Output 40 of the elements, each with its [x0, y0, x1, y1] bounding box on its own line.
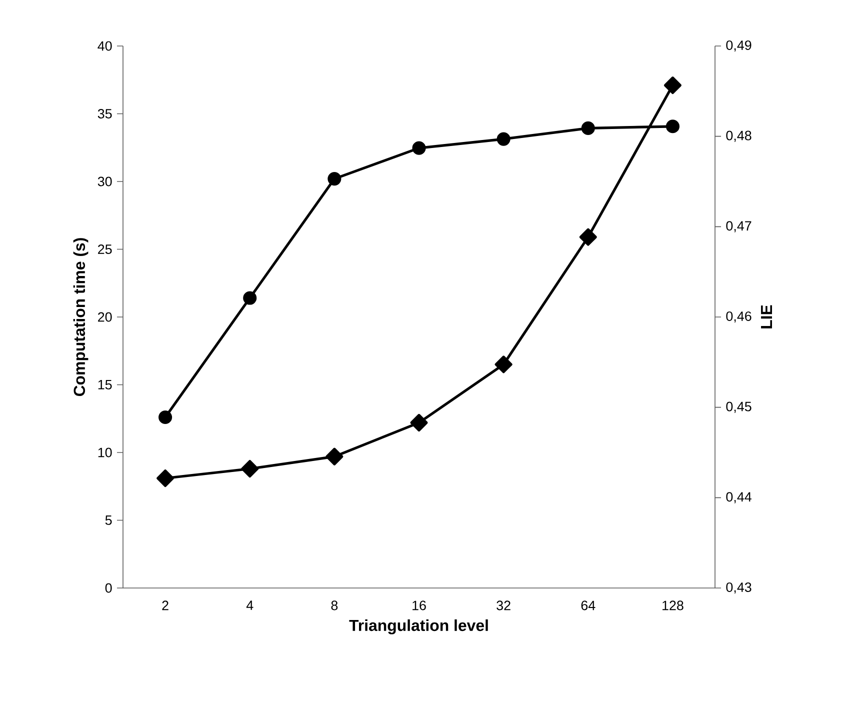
y2-tick-label: 0,46	[726, 311, 752, 323]
x-tick-label: 2	[162, 600, 168, 610]
y-tick-label: 20	[98, 312, 112, 322]
x-tick-label: 8	[331, 600, 338, 610]
x-axis-title: Triangulation level	[349, 619, 488, 634]
point	[410, 414, 428, 432]
y-tick-label: 0	[105, 583, 112, 593]
y2-tick-label: 0,47	[726, 221, 752, 232]
y-tick-label: 25	[98, 244, 112, 254]
point	[664, 76, 682, 94]
x-tick-label: 16	[412, 600, 426, 610]
point	[412, 141, 426, 155]
point	[326, 448, 344, 466]
point	[666, 120, 680, 134]
y2-tick-label: 0,45	[726, 402, 752, 413]
point	[243, 291, 257, 305]
y-tick-label: 15	[98, 380, 112, 390]
point	[328, 172, 342, 186]
y-tick-label: 40	[98, 41, 112, 51]
y-tick-label: 35	[98, 108, 112, 118]
y2-tick-label: 0,43	[726, 582, 752, 594]
point	[156, 469, 174, 488]
x-tick-label: 4	[246, 600, 254, 610]
point	[581, 121, 595, 135]
y-tick-label: 30	[98, 176, 112, 186]
x-tick-label: 128	[662, 600, 684, 610]
y2-tick-label: 0,44	[726, 492, 752, 504]
x-tick-label: 64	[581, 600, 596, 610]
y-tick-label: 10	[98, 448, 112, 458]
point	[496, 132, 510, 146]
y-tick-label: 5	[105, 516, 112, 525]
y2-tick-label: 0,48	[726, 130, 752, 142]
y2-tick-label: 0,49	[726, 40, 752, 52]
point	[494, 356, 512, 374]
x-tick-label: 32	[496, 600, 510, 610]
y2-axis-title: LIE	[761, 305, 772, 328]
point	[158, 410, 172, 424]
y-axis-title: Computation time (s)	[73, 238, 88, 396]
point	[579, 228, 597, 246]
point	[241, 460, 259, 478]
